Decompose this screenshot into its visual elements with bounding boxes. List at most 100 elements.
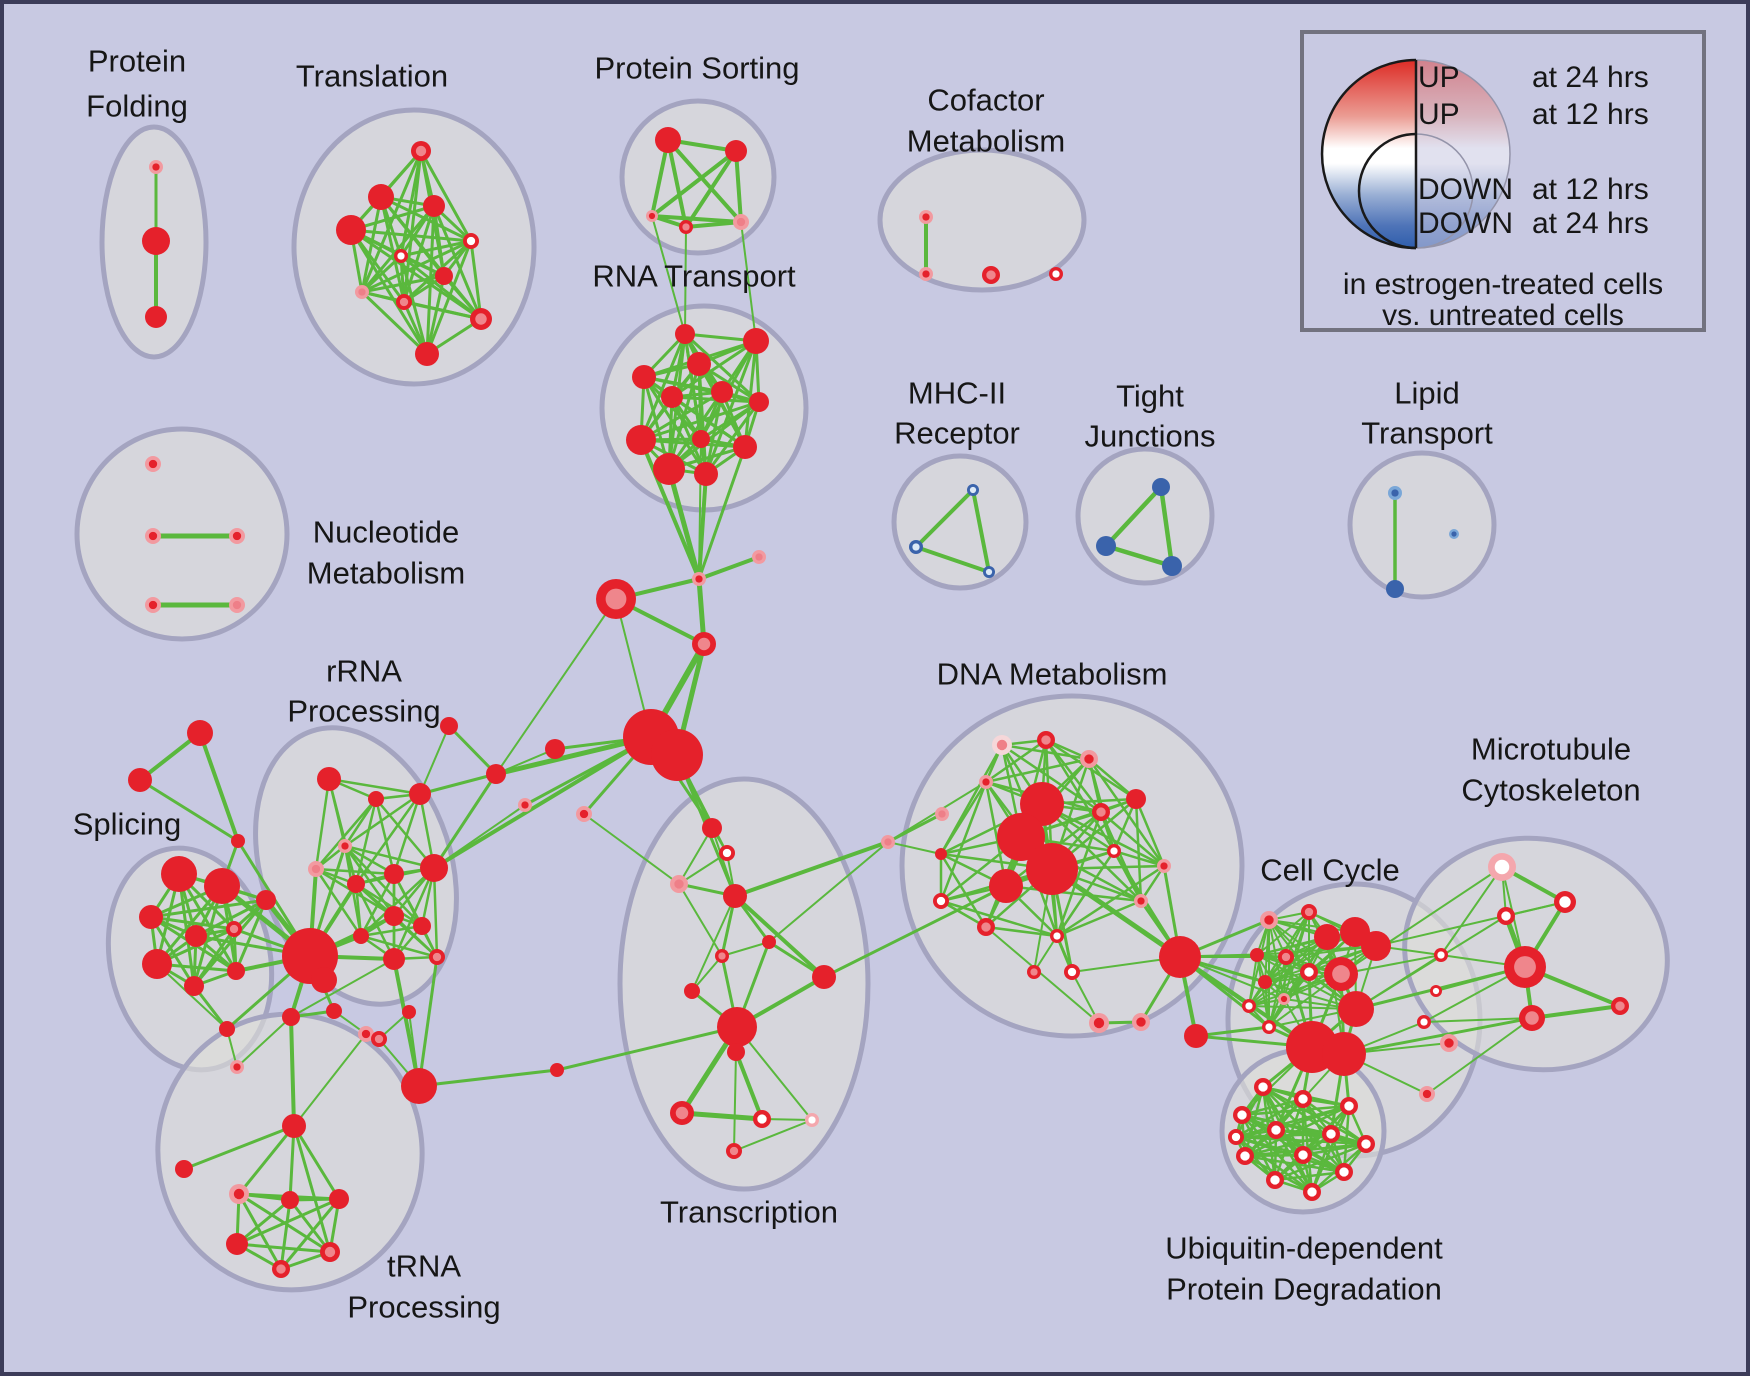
node-core-tn6 <box>276 1264 286 1274</box>
node-core-dm15 <box>1160 862 1168 870</box>
cluster-label-splicing-line1: Splicing <box>73 807 182 842</box>
cluster-label-protein-sorting-line1: Protein Sorting <box>594 51 799 86</box>
node-core-dm11 <box>884 838 892 846</box>
network-node-rt7 <box>749 392 769 412</box>
network-edge-rr2-rr8 <box>374 797 436 870</box>
network-node-tl3 <box>423 195 445 217</box>
node-core-tx12 <box>757 1114 767 1124</box>
node-ring-tl7 <box>435 267 453 285</box>
node-ring-tx7 <box>684 983 700 999</box>
network-edge-tl5-tl10 <box>469 239 483 321</box>
node-ring-ps2 <box>725 140 747 162</box>
network-edge-dm13-dm15 <box>1112 849 1166 868</box>
network-edge-tn4-tn5 <box>235 1242 332 1254</box>
network-edge-cc4-cc9 <box>1264 931 1356 983</box>
node-ring-rr9 <box>384 906 404 926</box>
network-node-dm1 <box>992 735 1012 755</box>
network-edge-tr1-tr3 <box>198 731 240 843</box>
network-edge-tl4-tl5 <box>349 228 473 243</box>
network-node-dm4 <box>979 775 993 789</box>
network-edge-tj1-tj2 <box>1103 484 1164 549</box>
network-edge-tx14-tx13 <box>733 1119 813 1152</box>
node-core-mt9 <box>1420 1018 1428 1026</box>
network-edge-mt7-mt8 <box>1530 1004 1622 1020</box>
network-node-cc1 <box>1260 911 1278 929</box>
network-node-sp10 <box>256 890 276 910</box>
node-core-tl5 <box>466 236 476 246</box>
node-ring-sp3 <box>139 905 163 929</box>
network-node-tj3 <box>1162 556 1182 576</box>
network-edge-dm18-dm19 <box>984 925 1059 938</box>
network-node-tx8 <box>812 965 836 989</box>
network-node-rt11 <box>653 453 685 485</box>
network-node-dm2 <box>1037 731 1055 749</box>
network-edge-rt1-rt8 <box>639 332 687 442</box>
network-edge-rr7-rr10 <box>359 872 396 938</box>
network-edge-rt7-rt11 <box>667 400 761 471</box>
cluster-ellipse-tight-junctions <box>1075 446 1215 586</box>
node-ring-tr2 <box>128 768 152 792</box>
node-ring-rt6 <box>661 386 683 408</box>
network-edge-rt7-rt8 <box>639 400 761 442</box>
network-edge-rt5-rt12 <box>704 390 724 476</box>
network-edge-mt9-mt7 <box>1423 1017 1533 1023</box>
cluster-label-cofactor-line2: Metabolism <box>907 124 1066 159</box>
node-core-cc22 <box>1422 1089 1432 1099</box>
node-ring-dm8 <box>1020 782 1064 826</box>
node-core-ub2 <box>1298 1094 1308 1104</box>
cluster-label-tight-junctions-line1: Tight <box>1116 379 1184 414</box>
network-edge-tx5-tx6 <box>721 941 770 957</box>
node-ring-tx5 <box>762 935 776 949</box>
network-edge-dm23-dm19 <box>1033 935 1058 973</box>
node-core-ps5 <box>736 217 746 227</box>
network-edge-ps3-rt1 <box>651 215 686 335</box>
network-node-mt2 <box>1554 891 1576 913</box>
network-edge-rr5-rr7 <box>314 867 396 876</box>
network-node-ub7 <box>1357 1135 1375 1153</box>
node-core-bb2 <box>755 553 763 561</box>
network-edge-dm2-dm13 <box>1044 738 1116 853</box>
network-node-rv1 <box>282 1008 300 1026</box>
node-ring-tx4 <box>723 884 747 908</box>
network-node-gh2 <box>311 967 337 993</box>
cluster-label-nucleotide-line1: Nucleotide <box>313 515 459 550</box>
network-node-tx7 <box>684 983 700 999</box>
network-node-ub10 <box>1335 1163 1353 1181</box>
network-node-lp2 <box>1449 529 1459 539</box>
network-node-ps5 <box>733 214 749 230</box>
node-core-mt8 <box>1615 1001 1625 1011</box>
network-node-tl1 <box>411 141 431 161</box>
network-edge-dm15-dm19 <box>1055 864 1166 938</box>
network-edge-tx1-tx3 <box>678 827 713 885</box>
network-node-tni <box>175 1160 193 1178</box>
network-node-sp3 <box>139 905 163 929</box>
network-node-tn6 <box>272 1260 290 1278</box>
node-core-rr5 <box>311 864 321 874</box>
node-ring-cn3 <box>440 717 458 735</box>
node-ring-ps1 <box>655 127 681 153</box>
network-node-dm22 <box>1132 1013 1150 1031</box>
network-node-cn3 <box>440 717 458 735</box>
network-edge-rr8-rr12 <box>392 866 436 961</box>
network-edge-rr10-rr13 <box>359 934 439 959</box>
network-edge-tn0-tn5 <box>292 1124 332 1254</box>
cluster-label-cofactor-line1: Cofactor <box>927 83 1044 118</box>
node-core-cf4 <box>1052 270 1060 278</box>
node-core-bb3 <box>605 588 627 610</box>
network-edge-tn0-tn2 <box>288 1124 296 1202</box>
network-node-rr16 <box>402 1005 416 1019</box>
network-node-mt9 <box>1417 1015 1431 1029</box>
legend-footer-line1: in estrogen-treated cells <box>1342 268 1664 301</box>
legend-fade-overlay <box>1416 56 1516 252</box>
node-ring-cc6 <box>1250 948 1264 962</box>
legend-down-24-label: DOWN <box>1418 207 1513 240</box>
network-edge-tl4-tl11 <box>349 228 429 356</box>
node-ring-cc16 <box>1322 1032 1366 1076</box>
network-node-rv3 <box>371 1031 387 1047</box>
network-edge-dm11-dm12 <box>887 841 942 855</box>
node-core-cc21 <box>1444 1038 1454 1048</box>
node-ring-tx9 <box>717 1007 757 1047</box>
network-node-sp4 <box>185 925 207 947</box>
network-node-dm8 <box>1020 782 1064 826</box>
network-edge-dm3-dm15 <box>1087 757 1166 868</box>
